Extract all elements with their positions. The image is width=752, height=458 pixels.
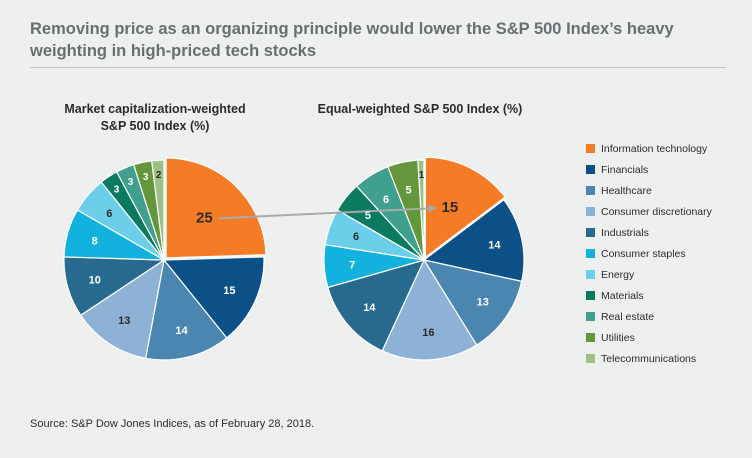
pie-data-label: 2 bbox=[156, 170, 162, 181]
comparison-arrow bbox=[218, 204, 437, 220]
pie-slice bbox=[79, 258, 165, 359]
legend-label: Telecommunications bbox=[601, 352, 697, 365]
pie-data-label: 3 bbox=[114, 184, 120, 195]
title-divider bbox=[30, 67, 726, 68]
legend-item: Consumer discretionary bbox=[586, 201, 712, 222]
legend-swatch bbox=[586, 207, 595, 216]
legend-swatch bbox=[586, 270, 595, 279]
pie-slice bbox=[424, 156, 506, 259]
legend-item: Financials bbox=[586, 159, 712, 180]
legend-label: Healthcare bbox=[601, 184, 652, 197]
legend-item: Real estate bbox=[586, 306, 712, 327]
pie-data-label: 8 bbox=[92, 235, 98, 247]
pie-2-title: Equal-weighted S&P 500 Index (%) bbox=[317, 102, 523, 116]
pie-data-label: 13 bbox=[477, 297, 489, 309]
pie-slice bbox=[417, 159, 425, 261]
source-note: Source: S&P Dow Jones Indices, as of Feb… bbox=[30, 418, 315, 430]
pie-data-label: 6 bbox=[106, 208, 112, 220]
legend-label: Consumer staples bbox=[601, 247, 686, 260]
legend-label: Industrials bbox=[601, 226, 649, 239]
pie-slice bbox=[151, 159, 165, 261]
pie-slice bbox=[327, 259, 426, 352]
pie-data-label: 25 bbox=[196, 209, 213, 226]
legend-item: Materials bbox=[586, 285, 712, 306]
pie-data-label: 14 bbox=[175, 325, 188, 337]
pie-data-label: 5 bbox=[406, 185, 412, 197]
legend-item: Consumer staples bbox=[586, 243, 712, 264]
legend: Information technology Financials Healthca… bbox=[586, 138, 712, 369]
pie-data-label: 15 bbox=[223, 285, 235, 297]
pie-data-label: 7 bbox=[349, 259, 355, 271]
pie-data-label: 3 bbox=[143, 172, 149, 183]
pie-data-label: 6 bbox=[353, 231, 359, 243]
legend-item: Telecommunications bbox=[586, 348, 712, 369]
legend-swatch bbox=[586, 354, 595, 363]
legend-item: Industrials bbox=[586, 222, 712, 243]
legend-label: Materials bbox=[601, 289, 644, 302]
legend-swatch bbox=[586, 165, 595, 174]
legend-item: Information technology bbox=[586, 138, 712, 159]
pie-slice bbox=[381, 258, 478, 361]
pie-slice bbox=[422, 198, 525, 283]
legend-label: Consumer discretionary bbox=[601, 205, 712, 218]
legend-item: Healthcare bbox=[586, 180, 712, 201]
legend-swatch bbox=[586, 291, 595, 300]
chart-title-main: Removing price as an organizing principl… bbox=[30, 20, 674, 60]
legend-swatch bbox=[586, 186, 595, 195]
pie-1-title: Market capitalization-weighted S&P 500 I… bbox=[64, 102, 246, 133]
pie-data-label: 1 bbox=[419, 170, 425, 181]
pie-data-label: 3 bbox=[128, 177, 134, 188]
legend-swatch bbox=[586, 228, 595, 237]
legend-label: Energy bbox=[601, 268, 635, 281]
legend-label: Information technology bbox=[601, 142, 708, 155]
pie-slice bbox=[422, 259, 523, 346]
pie-data-label: 10 bbox=[89, 275, 101, 287]
legend-swatch bbox=[586, 312, 595, 321]
pie-data-label: 5 bbox=[365, 210, 371, 222]
legend-label: Financials bbox=[601, 163, 649, 176]
pie-data-label: 14 bbox=[363, 302, 376, 314]
pie-slice bbox=[162, 256, 265, 339]
legend-label: Utilities bbox=[601, 331, 635, 344]
pie-slice bbox=[144, 258, 228, 361]
legend-swatch bbox=[586, 144, 595, 153]
legend-item: Energy bbox=[586, 264, 712, 285]
pie-data-label: 14 bbox=[488, 240, 501, 252]
pie-slice bbox=[165, 157, 267, 259]
pie-data-label: 6 bbox=[383, 194, 389, 206]
pie-data-label: 13 bbox=[118, 315, 130, 327]
legend-label: Real estate bbox=[601, 310, 655, 323]
legend-item: Utilities bbox=[586, 327, 712, 348]
pie-data-label: 16 bbox=[422, 327, 434, 339]
pie-data-label: 15 bbox=[442, 199, 459, 216]
legend-swatch bbox=[586, 249, 595, 258]
legend-swatch bbox=[586, 333, 595, 342]
